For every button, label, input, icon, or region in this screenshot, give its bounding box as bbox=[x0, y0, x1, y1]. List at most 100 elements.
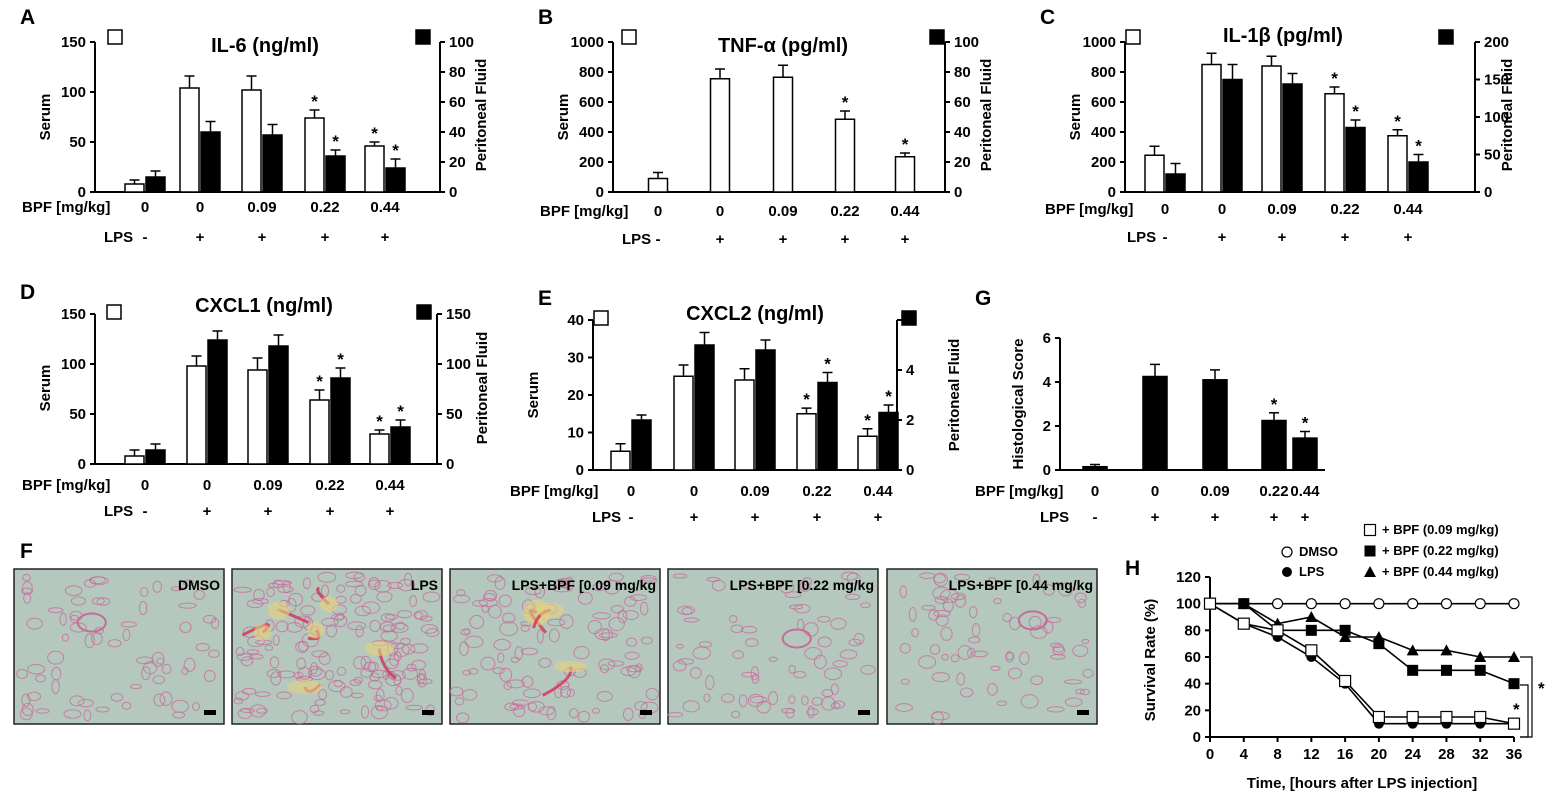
tissue-cell bbox=[107, 639, 122, 648]
tissue-cell bbox=[738, 694, 748, 708]
significance-star: * bbox=[392, 141, 399, 160]
tissue-cell bbox=[47, 607, 64, 614]
tissue-cell bbox=[523, 688, 541, 699]
right-tick-label: 40 bbox=[954, 124, 971, 141]
tissue-cell bbox=[845, 593, 861, 601]
tissue-cell bbox=[367, 679, 383, 690]
tissue-cell bbox=[598, 658, 616, 671]
category-label: 0.44 bbox=[375, 477, 405, 494]
category-label: 0.09 bbox=[253, 477, 282, 494]
tissue-cell bbox=[806, 708, 819, 716]
micrograph: LPS+BPF [0.44 mg/kg bbox=[886, 568, 1098, 725]
tissue-cell bbox=[233, 697, 244, 705]
tissue-cell bbox=[1074, 592, 1087, 604]
tissue-cell bbox=[514, 646, 524, 660]
category-label: 0 bbox=[1151, 483, 1159, 500]
point bbox=[1508, 598, 1520, 610]
lps-sign: + bbox=[196, 229, 205, 246]
tissue-cell bbox=[698, 641, 713, 648]
category-label: 0 bbox=[690, 483, 698, 500]
tissue-cell bbox=[1064, 697, 1083, 707]
significance-star: * bbox=[311, 92, 318, 111]
bar bbox=[673, 375, 694, 471]
bar bbox=[631, 419, 652, 471]
bpf-header: BPF [mg/kg] bbox=[22, 477, 110, 494]
tissue-cell bbox=[967, 647, 976, 659]
x-tick-label: 32 bbox=[1472, 746, 1489, 763]
category-label: 0 bbox=[716, 203, 724, 220]
tissue-cell bbox=[353, 676, 363, 684]
significance-star: * bbox=[397, 402, 404, 421]
panel-label: H bbox=[1125, 557, 1140, 580]
tissue-cell bbox=[347, 621, 367, 631]
left-tick-label: 0 bbox=[1043, 462, 1051, 479]
peritoneal-legend-box bbox=[415, 29, 431, 45]
tissue-cell bbox=[534, 584, 546, 599]
chart-title: IL-1β (pg/ml) bbox=[1223, 25, 1343, 47]
tissue-cell bbox=[397, 578, 415, 592]
left-tick-label: 200 bbox=[1091, 154, 1116, 171]
tissue-cell bbox=[47, 650, 65, 665]
point bbox=[1407, 664, 1419, 676]
category-label: 0 bbox=[654, 203, 662, 220]
left-tick-label: 2 bbox=[1043, 418, 1051, 435]
lps-sign: + bbox=[1278, 229, 1287, 246]
bar bbox=[772, 76, 794, 193]
lps-header: LPS bbox=[622, 231, 651, 248]
tissue-cell bbox=[142, 661, 158, 675]
airway bbox=[1017, 610, 1048, 631]
tissue-cell bbox=[318, 652, 331, 666]
tissue-cell bbox=[941, 653, 949, 661]
y-tick-label: 40 bbox=[1184, 676, 1201, 693]
category-label: 0.22 bbox=[830, 203, 859, 220]
tissue-cell bbox=[325, 624, 338, 638]
bar bbox=[834, 118, 856, 193]
category-label: 0.22 bbox=[1330, 201, 1359, 218]
right-tick-label: 20 bbox=[954, 154, 971, 171]
tissue-cell bbox=[788, 695, 796, 704]
bar bbox=[200, 131, 221, 193]
lps-sign: + bbox=[716, 231, 725, 248]
tissue-cell bbox=[768, 691, 779, 706]
tissue-cell bbox=[789, 604, 804, 610]
tissue-cell bbox=[376, 591, 393, 603]
category-label: 0 bbox=[1091, 483, 1099, 500]
tissue-cell bbox=[895, 703, 913, 712]
tissue-cell bbox=[1082, 668, 1094, 679]
tissue-cell bbox=[814, 654, 827, 670]
tissue-cell bbox=[266, 668, 282, 679]
lps-sign: - bbox=[656, 231, 661, 248]
tissue-cell bbox=[23, 592, 32, 604]
tissue-cell bbox=[740, 671, 758, 678]
tissue-cell bbox=[296, 657, 306, 670]
tissue-cell bbox=[745, 638, 759, 648]
y-tick-label: 60 bbox=[1184, 649, 1201, 666]
tissue-cell bbox=[95, 706, 110, 713]
point bbox=[1474, 598, 1486, 610]
point bbox=[1363, 523, 1377, 537]
right-axis-label: Peritoneal Fluid bbox=[1499, 59, 1516, 172]
significance-star: * bbox=[824, 355, 831, 374]
tissue-cell bbox=[462, 689, 478, 701]
tissue-cell bbox=[170, 586, 184, 592]
airspace bbox=[364, 641, 394, 656]
tissue-cell bbox=[635, 663, 643, 673]
micrograph-label: LPS+BPF [0.22 mg/kg bbox=[730, 577, 874, 593]
series-line bbox=[1210, 602, 1514, 658]
x-tick-label: 20 bbox=[1371, 746, 1388, 763]
tissue-cell bbox=[425, 628, 440, 638]
tissue-cell bbox=[640, 574, 657, 582]
panel-f: F DMSO LPS LPS+BPF [0.09 mg/kg LPS+BPF [0.22… bbox=[13, 540, 1098, 725]
bpf-header: BPF [mg/kg] bbox=[540, 203, 628, 220]
panel-a: A IL-6 (ng/ml) 0 50 100 150 Serum 0 20 40 60 80 100 P… bbox=[20, 6, 490, 246]
tissue-cell bbox=[933, 573, 946, 584]
tissue-cell bbox=[971, 650, 988, 658]
bar bbox=[309, 399, 330, 465]
lps-header: LPS bbox=[1127, 229, 1156, 246]
tissue-cell bbox=[689, 667, 702, 679]
panel-label: G bbox=[975, 287, 991, 310]
tissue-cell bbox=[499, 667, 513, 682]
tissue-cell bbox=[469, 614, 485, 630]
right-tick-label: 60 bbox=[954, 94, 971, 111]
lps-sign: + bbox=[1341, 229, 1350, 246]
